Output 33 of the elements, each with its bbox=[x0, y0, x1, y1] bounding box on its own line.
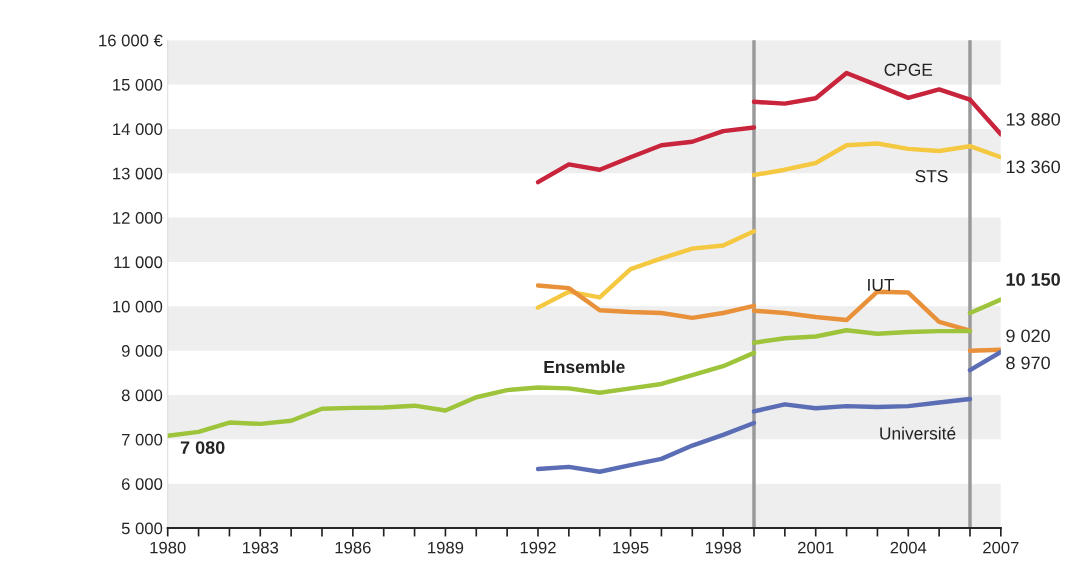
y-tick-label: 12 000 bbox=[113, 212, 163, 224]
y-tick-label: 15 000 bbox=[113, 78, 163, 91]
x-tick-label: 2007 bbox=[983, 541, 1019, 554]
data-label: 7 080 bbox=[180, 441, 225, 454]
series-label: STS bbox=[915, 170, 948, 183]
series-label: Université bbox=[880, 426, 956, 440]
y-tick-label: 10 000 bbox=[113, 300, 163, 313]
x-tick-label: 1989 bbox=[428, 541, 464, 554]
y-tick-label: 16 000 € bbox=[99, 34, 163, 47]
x-tick-label: 1995 bbox=[613, 541, 649, 554]
y-tick-label: 6 000 bbox=[121, 478, 163, 490]
y-tick-label: 7 000 bbox=[122, 433, 163, 446]
y-tick-label: 8 000 bbox=[121, 389, 163, 402]
y-tick-label: 9 000 bbox=[121, 345, 163, 357]
series-label: Ensemble bbox=[544, 360, 625, 374]
data-label: 8 970 bbox=[1006, 356, 1050, 370]
x-tick-label: 1983 bbox=[243, 541, 279, 554]
series-label: CPGE bbox=[884, 63, 933, 76]
x-tick-label: 1980 bbox=[150, 541, 186, 554]
data-label: 9 020 bbox=[1006, 329, 1050, 343]
y-tick-label: 14 000 bbox=[113, 123, 163, 136]
series-label: IUT bbox=[868, 278, 895, 292]
y-tick-label: 11 000 bbox=[114, 256, 163, 269]
data-label: 13 880 bbox=[1006, 112, 1060, 126]
y-tick-label: 5 000 bbox=[121, 522, 163, 535]
x-tick-label: 1992 bbox=[520, 541, 556, 554]
x-tick-label: 1998 bbox=[705, 541, 741, 554]
x-tick-label: 1986 bbox=[335, 541, 371, 554]
x-tick-label: 2001 bbox=[798, 541, 834, 554]
data-label: 13 360 bbox=[1006, 160, 1060, 174]
data-label: 10 150 bbox=[1006, 273, 1060, 286]
y-tick-label: 13 000 bbox=[113, 167, 163, 180]
x-tick-label: 2004 bbox=[890, 541, 927, 554]
